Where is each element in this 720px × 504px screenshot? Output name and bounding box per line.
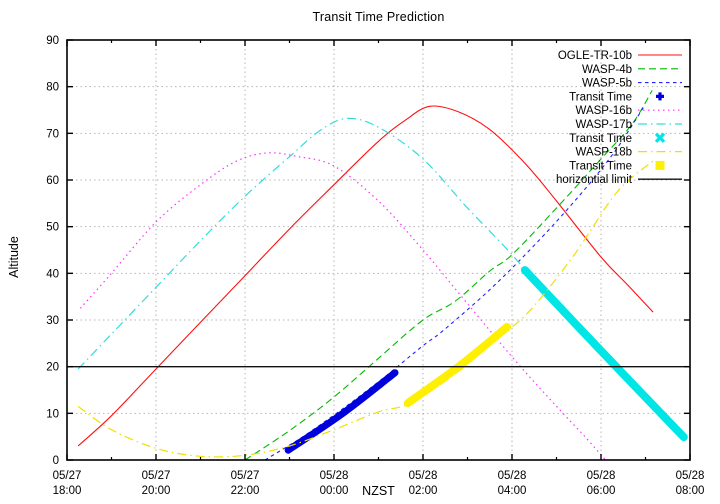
y-tick-label: 40 — [46, 268, 59, 280]
y-tick-label: 60 — [46, 175, 59, 187]
x-tick-label-date: 05/28 — [587, 470, 616, 482]
x-tick-label-time: 08:00 — [676, 485, 705, 497]
x-tick-label-date: 05/28 — [409, 470, 438, 482]
x-tick-label-date: 05/28 — [320, 470, 349, 482]
y-tick-label: 50 — [46, 222, 59, 234]
legend-label-wasp-4b: WASP-4b — [582, 64, 632, 76]
x-tick-label-date: 05/28 — [676, 470, 705, 482]
legend-label-wasp-18b: WASP-18b — [576, 147, 632, 159]
legend-label-ogle-tr-10b: OGLE-TR-10b — [558, 50, 632, 62]
x-tick-label-time: 02:00 — [409, 485, 438, 497]
chart-title: Transit Time Prediction — [312, 10, 445, 24]
x-tick-label-date: 05/27 — [53, 470, 82, 482]
legend-x-marker-icon — [654, 132, 666, 143]
series-ogle-tr-10b — [77, 105, 654, 447]
series-wasp-18b — [77, 159, 655, 458]
series-wasp-5b — [264, 107, 644, 461]
legend-label-wasp-5b: WASP-5b — [582, 78, 632, 90]
legend-label-wasp-17b: WASP-17b — [576, 119, 632, 131]
x-axis-label: NZST — [362, 484, 395, 498]
series-transit-time-cyan — [520, 266, 688, 442]
x-tick-label-time: 18:00 — [53, 485, 82, 497]
legend-label-transit-time-yellow: Transit Time — [569, 160, 632, 172]
y-tick-label: 0 — [53, 455, 59, 467]
y-tick-label: 90 — [46, 35, 59, 47]
y-tick-label: 10 — [46, 408, 59, 420]
x-tick-label-date: 05/27 — [142, 470, 171, 482]
x-tick-label-date: 05/28 — [498, 470, 527, 482]
series-wasp-16b — [79, 152, 606, 461]
x-tick-label-date: 05/27 — [231, 470, 260, 482]
x-tick-label-time: 06:00 — [587, 485, 616, 497]
series-wasp-17b — [77, 117, 655, 407]
x-tick-label-time: 04:00 — [498, 485, 527, 497]
legend-label-horizontial-limit: horizontial limit — [556, 174, 633, 186]
legend-square-marker-icon — [655, 160, 665, 170]
legend-plus-marker-icon — [656, 92, 664, 101]
x-tick-label-time: 00:00 — [320, 485, 349, 497]
y-tick-label: 20 — [46, 362, 59, 374]
x-tick-label-time: 22:00 — [231, 485, 260, 497]
y-tick-label: 80 — [46, 82, 59, 94]
y-tick-label: 70 — [46, 128, 59, 140]
x-tick-label-time: 20:00 — [142, 485, 171, 497]
legend-label-transit-time-blue: Transit Time — [569, 91, 632, 103]
y-tick-label: 30 — [46, 315, 59, 327]
legend-label-transit-time-cyan: Transit Time — [569, 133, 632, 145]
legend-label-wasp-16b: WASP-16b — [576, 105, 632, 117]
